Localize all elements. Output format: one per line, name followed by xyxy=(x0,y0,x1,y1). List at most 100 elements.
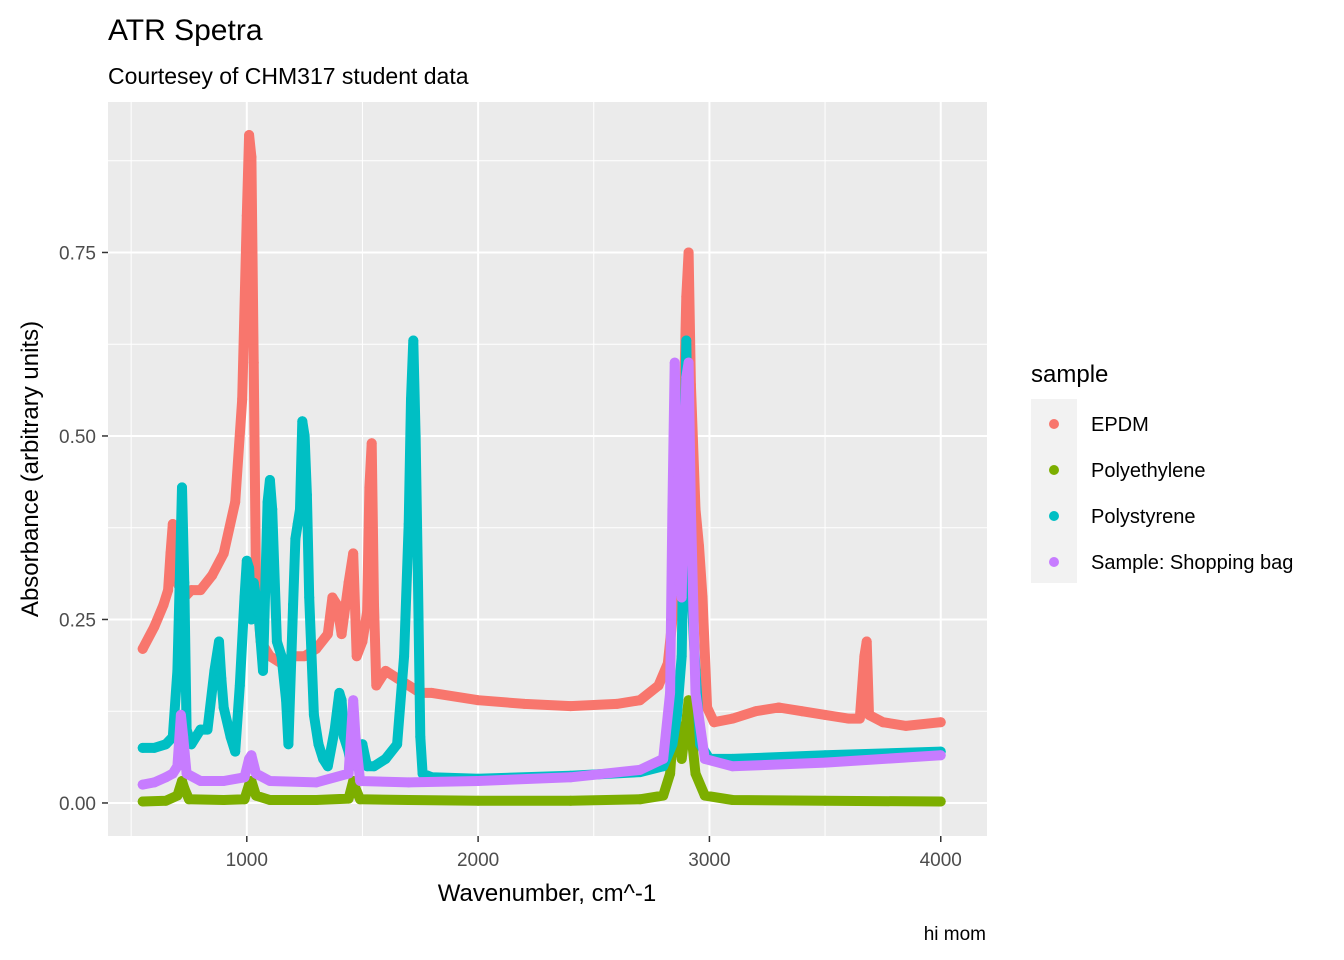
data-point xyxy=(674,577,685,588)
data-point xyxy=(473,795,484,806)
data-point xyxy=(362,761,373,772)
legend-label: EPDM xyxy=(1091,414,1149,436)
data-point xyxy=(935,796,946,807)
y-tick-label: 0.75 xyxy=(59,243,96,264)
legend-label: Sample: Shopping bag xyxy=(1091,552,1293,574)
data-point xyxy=(820,757,831,768)
data-point xyxy=(690,687,701,698)
data-point xyxy=(635,695,646,706)
data-point xyxy=(355,775,366,786)
data-point xyxy=(172,790,183,801)
data-point xyxy=(565,772,576,783)
y-tick-label: 0.50 xyxy=(59,427,96,448)
data-point xyxy=(158,599,169,610)
data-point xyxy=(195,585,206,596)
data-point xyxy=(172,665,183,676)
data-point xyxy=(264,475,275,486)
data-point xyxy=(149,621,160,632)
data-point xyxy=(214,636,225,647)
y-axis-title: Absorbance (arbitrary units) xyxy=(17,321,44,617)
legend-key xyxy=(1049,465,1059,475)
data-point xyxy=(350,731,361,742)
data-point xyxy=(332,599,343,610)
data-point xyxy=(239,794,250,805)
data-point xyxy=(683,695,694,706)
series-polyethylene xyxy=(137,695,946,807)
data-point xyxy=(257,665,268,676)
data-point xyxy=(773,702,784,713)
data-point xyxy=(149,777,160,788)
x-tick-label: 2000 xyxy=(457,850,499,871)
data-point xyxy=(672,709,683,720)
data-point xyxy=(294,504,305,515)
y-axis: 0.00 0.25 0.50 0.75 xyxy=(59,243,108,815)
data-point xyxy=(292,519,303,530)
data-point xyxy=(366,438,377,449)
data-point xyxy=(322,761,333,772)
data-point xyxy=(565,701,576,712)
data-point xyxy=(408,335,419,346)
data-point xyxy=(681,372,692,383)
data-point xyxy=(290,533,301,544)
data-point xyxy=(399,651,410,662)
data-point xyxy=(683,357,694,368)
data-point xyxy=(854,713,865,724)
data-point xyxy=(177,482,188,493)
data-point xyxy=(683,247,694,258)
data-point xyxy=(380,753,391,764)
series-line xyxy=(137,357,946,790)
data-point xyxy=(351,651,362,662)
data-point xyxy=(820,709,831,720)
data-point xyxy=(271,636,282,647)
data-point xyxy=(137,643,148,654)
data-point xyxy=(281,695,292,706)
data-point xyxy=(225,731,236,742)
series-layer xyxy=(137,130,946,807)
data-point xyxy=(253,607,264,618)
data-point xyxy=(635,794,646,805)
data-point xyxy=(672,467,683,478)
data-point xyxy=(311,777,322,788)
data-point xyxy=(183,794,194,805)
data-point xyxy=(207,570,218,581)
data-point xyxy=(165,548,176,559)
data-point xyxy=(412,577,423,588)
data-point xyxy=(209,665,220,676)
data-point xyxy=(160,739,171,750)
legend-key xyxy=(1049,419,1059,429)
data-point xyxy=(410,430,421,441)
data-point xyxy=(426,687,437,698)
data-point xyxy=(861,636,872,647)
data-point xyxy=(264,795,275,806)
data-point xyxy=(709,717,720,728)
y-tick-label: 0.00 xyxy=(59,794,96,815)
data-point xyxy=(248,357,259,368)
legend-label: Polystyrene xyxy=(1091,506,1196,528)
data-point xyxy=(264,775,275,786)
data-point xyxy=(669,357,680,368)
data-point xyxy=(137,796,148,807)
data-point xyxy=(218,548,229,559)
data-point xyxy=(362,607,373,618)
data-point xyxy=(244,130,255,141)
data-point xyxy=(371,680,382,691)
x-tick-label: 1000 xyxy=(226,850,268,871)
data-point xyxy=(244,563,255,574)
data-point xyxy=(681,291,692,302)
data-point xyxy=(218,702,229,713)
data-point xyxy=(149,742,160,753)
data-point xyxy=(343,577,354,588)
data-point xyxy=(288,599,299,610)
data-point xyxy=(336,629,347,640)
data-point xyxy=(702,702,713,713)
data-point xyxy=(246,152,257,163)
data-point xyxy=(218,775,229,786)
data-point xyxy=(417,768,428,779)
legend-label: Polyethylene xyxy=(1091,460,1206,482)
legend: sample EPDM Polyethylene Polystyrene Sample… xyxy=(1031,361,1293,583)
data-point xyxy=(697,592,708,603)
data-point xyxy=(237,394,248,405)
series-line xyxy=(137,695,946,807)
data-point xyxy=(403,795,414,806)
data-point xyxy=(329,724,340,735)
